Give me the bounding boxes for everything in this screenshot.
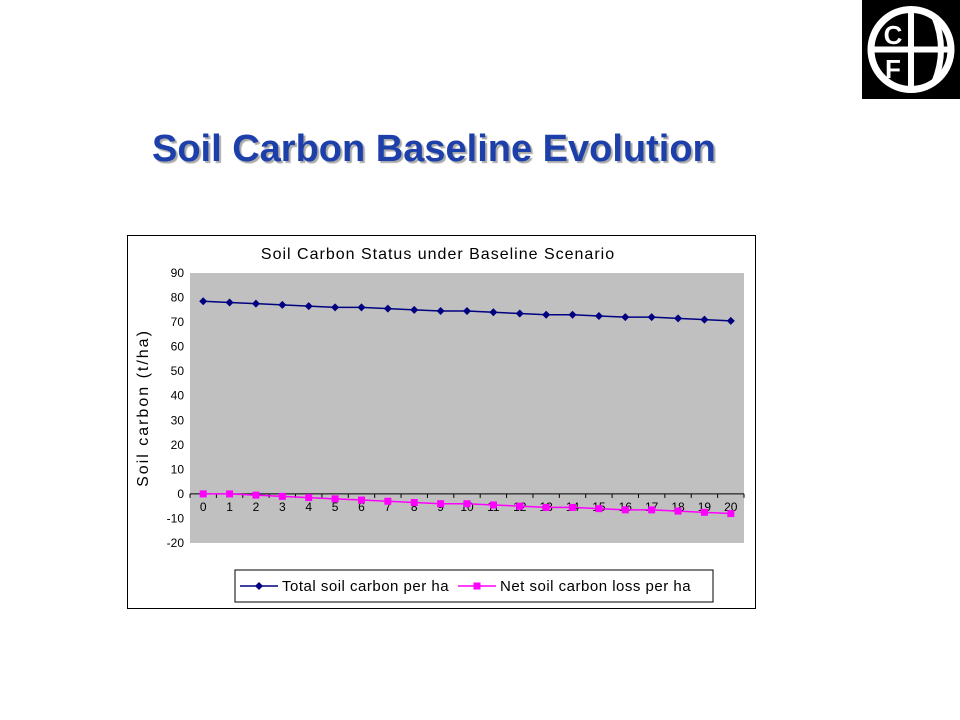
data-point: [647, 313, 656, 322]
data-point: [278, 300, 287, 309]
legend-label: Total soil carbon per ha: [282, 578, 449, 595]
data-point: [199, 297, 208, 306]
data-point: [225, 298, 234, 307]
x-tick-label: 0: [200, 500, 207, 514]
chart-title: Soil Carbon Status under Baseline Scenar…: [261, 246, 615, 263]
data-point: [674, 314, 683, 323]
data-point: [357, 496, 365, 504]
data-point: [489, 308, 498, 317]
y-tick-label: 90: [171, 266, 185, 280]
data-point: [621, 313, 630, 322]
x-tick-label: 4: [305, 500, 312, 514]
data-point: [437, 500, 445, 508]
data-point: [674, 507, 682, 515]
data-point: [515, 309, 524, 318]
legend-marker: [255, 582, 263, 590]
x-tick-label: 5: [332, 500, 339, 514]
data-point: [226, 490, 234, 498]
slide-title: Soil Carbon Baseline Evolution: [152, 128, 716, 170]
line-chart: Soil Carbon Status under Baseline Scenar…: [135, 246, 745, 603]
data-point: [516, 502, 524, 510]
data-point: [410, 305, 419, 314]
data-point: [357, 303, 366, 312]
y-tick-label: 80: [171, 291, 185, 305]
logo: C F: [862, 0, 960, 99]
y-tick-label: -20: [167, 536, 185, 550]
x-tick-label: 2: [253, 500, 260, 514]
y-tick-label: 40: [171, 389, 185, 403]
data-point: [489, 501, 497, 509]
data-point: [278, 492, 286, 500]
data-point: [199, 490, 207, 498]
data-point: [383, 304, 392, 313]
data-point: [463, 307, 471, 316]
y-tick-label: 50: [171, 364, 185, 378]
data-point: [252, 491, 260, 499]
series-total-soil-carbon: [199, 297, 735, 325]
data-point: [304, 302, 313, 311]
legend-item: Net soil carbon loss per ha: [458, 578, 691, 595]
globe-cf-icon: C F: [867, 6, 955, 93]
data-point: [542, 503, 550, 511]
y-tick-label: 20: [171, 438, 185, 452]
data-point: [568, 310, 577, 319]
data-point: [727, 510, 735, 518]
data-point: [700, 315, 709, 324]
logo-letter-f: F: [885, 54, 901, 84]
data-point: [594, 311, 603, 320]
y-tick-label: 0: [177, 487, 184, 501]
y-tick-label: 30: [171, 413, 185, 427]
x-tick-label: 6: [358, 500, 365, 514]
data-point: [331, 303, 340, 312]
data-point: [331, 495, 339, 503]
legend-item: Total soil carbon per ha: [240, 578, 449, 595]
data-point: [251, 299, 260, 308]
data-point: [648, 506, 656, 514]
chart-container: Soil Carbon Status under Baseline Scenar…: [127, 235, 756, 609]
data-point: [595, 505, 603, 513]
data-point: [569, 503, 577, 511]
data-point: [463, 500, 471, 508]
y-axis-label: Soil carbon (t/ha): [135, 329, 152, 487]
data-point: [700, 508, 708, 516]
logo-letter-c: C: [884, 20, 903, 50]
y-tick-label: 60: [171, 340, 185, 354]
data-point: [436, 307, 445, 316]
x-tick-label: 1: [226, 500, 233, 514]
data-point: [726, 316, 735, 325]
data-point: [305, 494, 313, 502]
data-point: [384, 497, 392, 505]
data-point: [621, 506, 629, 514]
x-tick-label: 7: [385, 500, 392, 514]
legend-label: Net soil carbon loss per ha: [500, 578, 691, 595]
x-tick-label: 8: [411, 500, 418, 514]
series-net-soil-carbon-loss: [199, 490, 735, 518]
y-tick-label: 70: [171, 315, 185, 329]
y-tick-label: 10: [171, 462, 185, 476]
legend-marker: [473, 582, 481, 590]
x-tick-label: 3: [279, 500, 286, 514]
data-point: [542, 310, 551, 319]
data-point: [410, 499, 418, 506]
y-tick-label: -10: [167, 511, 185, 525]
